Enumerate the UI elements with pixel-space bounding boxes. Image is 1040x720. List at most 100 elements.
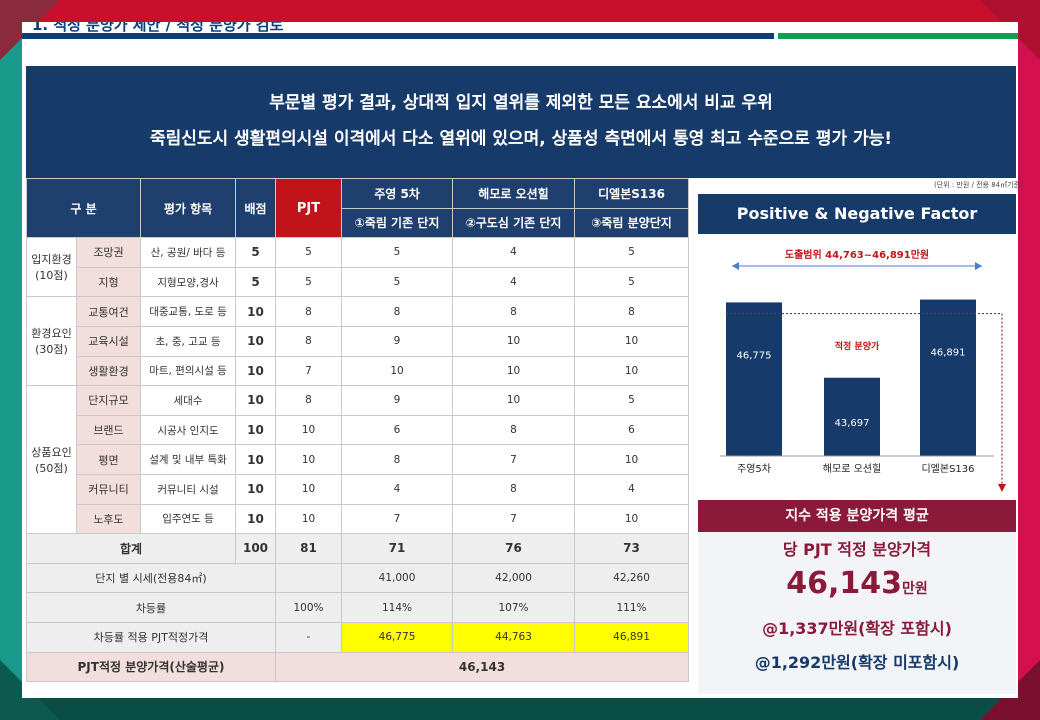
row-c1: 10 bbox=[341, 355, 454, 387]
row-c2: 10 bbox=[452, 355, 576, 387]
ratio-pjt: 100% bbox=[275, 592, 343, 623]
total-score: 100 bbox=[235, 533, 277, 564]
frame-right bbox=[1018, 0, 1040, 720]
row-c1: 4 bbox=[341, 473, 454, 505]
row-score: 10 bbox=[235, 503, 277, 535]
header-comp-3-sub: ③죽림 분양단지 bbox=[574, 207, 690, 239]
row-name: 생활환경 bbox=[75, 355, 142, 387]
row-c3: 5 bbox=[574, 266, 690, 298]
row-pjt: 7 bbox=[275, 355, 343, 387]
row-item: 마트, 편의시설 등 bbox=[140, 355, 237, 387]
applied-row: 차등률 적용 PJT적정가격 - 46,775 44,763 46,891 bbox=[25, 621, 690, 653]
row-name: 교육시설 bbox=[75, 325, 142, 357]
total-pjt: 81 bbox=[275, 533, 343, 564]
range-arrow-left-icon bbox=[732, 262, 739, 270]
row-item: 지형모양,경사 bbox=[140, 266, 237, 298]
range-label: 도출범위 44,763~46,891만원 bbox=[785, 248, 929, 261]
frame-bottom bbox=[0, 698, 1040, 720]
row-c3: 8 bbox=[574, 296, 690, 327]
row-name: 단지규모 bbox=[75, 385, 142, 416]
row-c1: 9 bbox=[341, 325, 454, 357]
proper-price-label: 적정 분양가 bbox=[835, 340, 880, 352]
header-pjt: PJT bbox=[275, 177, 343, 239]
applied-pjt: - bbox=[275, 621, 343, 653]
price-label: 단지 별 시세(전용84㎡) bbox=[25, 562, 277, 594]
table-row: 생활환경 마트, 편의시설 등 10 7 10 10 10 bbox=[27, 355, 690, 387]
row-c1: 6 bbox=[341, 414, 454, 446]
row-c3: 4 bbox=[574, 473, 690, 505]
category-label: 주영5차 bbox=[737, 463, 771, 475]
summary-price-number: 46,143 bbox=[786, 566, 902, 601]
row-item: 커뮤니티 시설 bbox=[140, 473, 237, 505]
row-score: 10 bbox=[235, 444, 277, 475]
header-comp-2-sub: ②구도심 기존 단지 bbox=[452, 207, 576, 239]
row-name: 교통여건 bbox=[75, 296, 142, 327]
frame-left bbox=[0, 0, 22, 720]
applied-c2: 44,763 bbox=[452, 621, 576, 653]
row-score: 10 bbox=[235, 473, 277, 505]
row-pjt: 5 bbox=[275, 237, 343, 268]
row-name: 조망권 bbox=[75, 237, 142, 268]
table-subheader-row: ①죽림 기존 단지 ②구도심 기존 단지 ③죽림 분양단지 bbox=[27, 207, 690, 239]
header-score: 배점 bbox=[235, 177, 277, 239]
table-row: 지형 지형모양,경사 5 5 5 4 5 bbox=[27, 266, 690, 298]
row-c1: 5 bbox=[341, 237, 454, 268]
total-c1: 71 bbox=[341, 533, 454, 564]
chart-bar bbox=[726, 302, 782, 456]
summary-price: 46,143만원 bbox=[698, 566, 1016, 601]
table-row: 상품요인 (50점) 단지규모 세대수 10 8 9 10 5 bbox=[26, 385, 690, 535]
row-c2: 10 bbox=[452, 325, 576, 357]
row-item: 산, 공원/ 바다 등 bbox=[140, 237, 237, 268]
row-c1: 7 bbox=[341, 503, 454, 535]
row-pjt: 10 bbox=[275, 414, 343, 446]
ratio-c1: 114% bbox=[341, 592, 454, 623]
row-c3: 10 bbox=[574, 355, 690, 387]
unit-note: (단위 : 만원 / 전용 84㎡기준) bbox=[934, 181, 1023, 189]
row-score: 10 bbox=[235, 385, 277, 416]
row-item: 세대수 bbox=[140, 385, 237, 416]
row-c3: 10 bbox=[574, 444, 690, 475]
row-c3: 10 bbox=[574, 503, 690, 535]
header-comp-3: 디엘본S136 bbox=[574, 178, 690, 209]
summary-body: 당 PJT 적정 분양가격 46,143만원 @1,337만원(확장 포함시) … bbox=[698, 532, 1016, 694]
bar-value-label: 46,775 bbox=[737, 350, 772, 361]
row-name: 지형 bbox=[75, 266, 142, 298]
chart-bar bbox=[920, 299, 976, 456]
row-c2: 4 bbox=[452, 266, 576, 298]
summary-box: 지수 적용 분양가격 평균 당 PJT 적정 분양가격 46,143만원 @1,… bbox=[698, 500, 1016, 694]
applied-label: 차등률 적용 PJT적정가격 bbox=[25, 621, 277, 653]
row-pjt: 8 bbox=[275, 325, 343, 357]
price-c3: 42,260 bbox=[574, 562, 690, 594]
category-label: 해모로 오션힐 bbox=[823, 462, 881, 475]
row-c1: 8 bbox=[341, 444, 454, 475]
row-c2: 4 bbox=[452, 237, 576, 268]
row-c2: 7 bbox=[452, 503, 576, 535]
row-item: 입주연도 등 bbox=[140, 503, 237, 535]
applied-c1: 46,775 bbox=[341, 621, 454, 653]
row-c2: 7 bbox=[452, 444, 576, 475]
factor-panel-title: Positive & Negative Factor bbox=[698, 194, 1016, 234]
frame-top bbox=[0, 0, 1040, 22]
row-name: 노후도 bbox=[75, 503, 142, 535]
summary-subtitle: 당 PJT 적정 분양가격 bbox=[782, 540, 932, 559]
total-c2: 76 bbox=[452, 533, 576, 564]
applied-c3: 46,891 bbox=[574, 621, 690, 653]
row-c3: 10 bbox=[574, 325, 690, 357]
row-c1: 5 bbox=[341, 266, 454, 298]
row-score: 10 bbox=[235, 296, 277, 327]
slide: 1. 적정 분양가 제안 / 적정 분양가 검토 부문별 평가 결과, 상대적 … bbox=[22, 22, 1023, 698]
reference-arrow-icon bbox=[998, 484, 1006, 492]
table-row: 노후도 입주연도 등 10 10 7 7 10 bbox=[27, 503, 690, 535]
row-item: 시공사 인지도 bbox=[140, 414, 237, 446]
table-row: 환경요인 (30점) 교통여건 대중교통, 도로 등 10 8 8 8 8 bbox=[26, 296, 690, 387]
price-c1: 41,000 bbox=[341, 562, 454, 594]
row-item: 초, 중, 고교 등 bbox=[140, 325, 237, 357]
headline-banner: 부문별 평가 결과, 상대적 입지 열위를 제외한 모든 요소에서 비교 우위 … bbox=[26, 66, 1016, 178]
row-score: 10 bbox=[235, 355, 277, 387]
bar-value-label: 43,697 bbox=[835, 418, 870, 429]
row-item: 대중교통, 도로 등 bbox=[140, 296, 237, 327]
row-c2: 10 bbox=[452, 385, 576, 416]
row-c3: 5 bbox=[574, 237, 690, 268]
table-row: 교육시설 초, 중, 고교 등 10 8 9 10 10 bbox=[27, 325, 690, 357]
summary-price-unit: 만원 bbox=[902, 581, 928, 597]
